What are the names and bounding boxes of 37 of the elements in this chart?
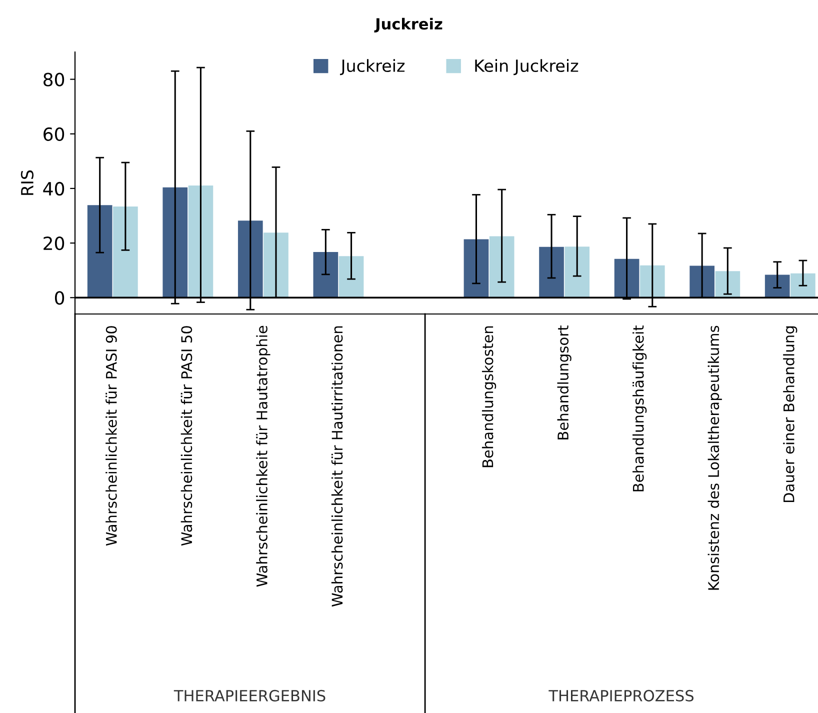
chart-title: Juckreiz (374, 18, 442, 32)
x-tick-label: Behandlungshäufigkeit (632, 325, 647, 492)
x-tick-label: Konsistenz des Lokaltherapeutikums (708, 326, 722, 590)
x-tick-label: Behandlungsort (557, 325, 572, 440)
x-tick-label: Wahrscheinlichkeit für Hautatrophie (256, 326, 270, 587)
legend-label: Juckreiz (340, 59, 405, 76)
bar (790, 273, 816, 298)
bar (87, 205, 112, 298)
bar (162, 187, 188, 298)
bar (489, 236, 514, 298)
x-tick-label: Dauer einer Behandlung (783, 326, 798, 502)
bar (113, 206, 138, 298)
bar (539, 246, 564, 298)
x-tick-label: Behandlungskosten (482, 326, 496, 468)
y-axis-title: RIS (20, 170, 34, 195)
bar (614, 258, 640, 298)
y-tick-label: 60 (44, 127, 64, 141)
bar (564, 246, 590, 298)
legend-label: Kein Juckreiz (475, 59, 578, 76)
x-tick-label: Wahrscheinlichkeit für PASI 90 (106, 326, 117, 546)
bar (764, 274, 790, 298)
bar (338, 256, 364, 298)
text: THERAPIEPROZESS (548, 690, 694, 702)
y-tick-label: 0 (54, 291, 64, 305)
x-tick-label: Wahrscheinlichkeit für Hautirritationen (331, 326, 343, 607)
bar (464, 239, 489, 298)
bar (188, 185, 214, 298)
x-tick-label: Wahrscheinlichkeit für PASI 50 (180, 326, 192, 546)
bar (313, 252, 338, 298)
bar (715, 271, 740, 298)
bar (640, 265, 665, 298)
y-tick-label: 20 (44, 236, 64, 250)
y-tick-label: 80 (44, 72, 64, 86)
y-tick-label: 40 (43, 182, 64, 196)
text: THERAPIEERGEBNIS (174, 690, 326, 702)
bar (238, 220, 263, 298)
bar (690, 266, 714, 298)
